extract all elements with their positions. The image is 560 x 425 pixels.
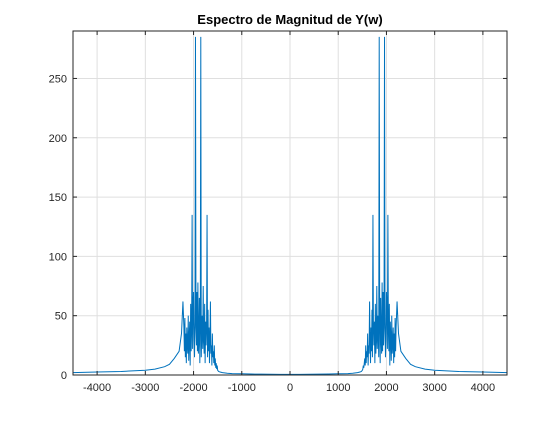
y-tick-label: 250 — [49, 73, 67, 85]
y-tick-label: 50 — [55, 311, 67, 323]
y-axis-ticks: 0 50 100 150 200 250 — [49, 73, 507, 382]
x-tick-label: -2000 — [179, 382, 207, 394]
x-tick-label: 0 — [287, 382, 293, 394]
x-tick-label: -1000 — [228, 382, 256, 394]
y-tick-label: 100 — [49, 251, 67, 263]
y-tick-label: 0 — [61, 370, 67, 382]
x-axis-ticks: -4000 -3000 -2000 -1000 0 1000 2000 3000 4000 — [83, 31, 495, 394]
x-tick-label: 2000 — [374, 382, 398, 394]
y-tick-label: 200 — [49, 133, 67, 145]
chart-title: Espectro de Magnitud de Y(w) — [197, 12, 382, 27]
x-tick-label: 4000 — [471, 382, 495, 394]
y-tick-label: 150 — [49, 192, 67, 204]
grid — [73, 31, 507, 376]
x-tick-label: -3000 — [131, 382, 159, 394]
x-tick-label: -4000 — [83, 382, 111, 394]
x-tick-label: 1000 — [326, 382, 350, 394]
x-tick-label: 3000 — [422, 382, 446, 394]
